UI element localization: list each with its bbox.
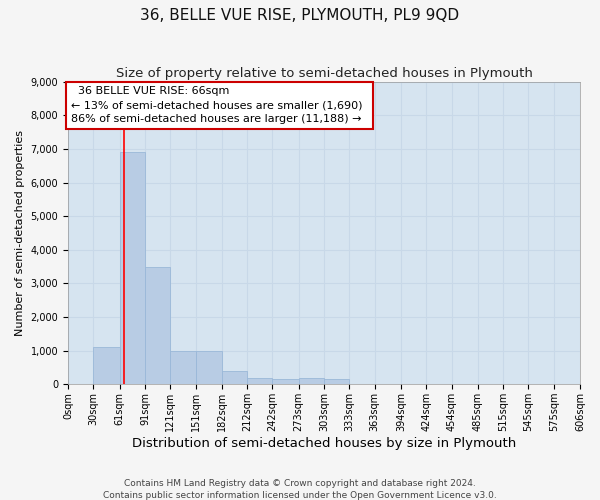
Bar [324,380,349,384]
Text: Contains HM Land Registry data © Crown copyright and database right 2024.
Contai: Contains HM Land Registry data © Crown c… [103,478,497,500]
Y-axis label: Number of semi-detached properties: Number of semi-detached properties [15,130,25,336]
Title: Size of property relative to semi-detached houses in Plymouth: Size of property relative to semi-detach… [116,68,532,80]
Bar [247,378,272,384]
Text: 36 BELLE VUE RISE: 66sqm
← 13% of semi-detached houses are smaller (1,690)
86% o: 36 BELLE VUE RISE: 66sqm ← 13% of semi-d… [71,86,368,124]
Bar [272,380,299,384]
Bar [119,152,145,384]
Bar [94,348,119,385]
Bar [170,350,196,384]
Bar [299,378,324,384]
Bar [196,350,222,384]
Bar [222,371,247,384]
Text: 36, BELLE VUE RISE, PLYMOUTH, PL9 9QD: 36, BELLE VUE RISE, PLYMOUTH, PL9 9QD [140,8,460,22]
Bar [145,266,170,384]
X-axis label: Distribution of semi-detached houses by size in Plymouth: Distribution of semi-detached houses by … [132,437,516,450]
